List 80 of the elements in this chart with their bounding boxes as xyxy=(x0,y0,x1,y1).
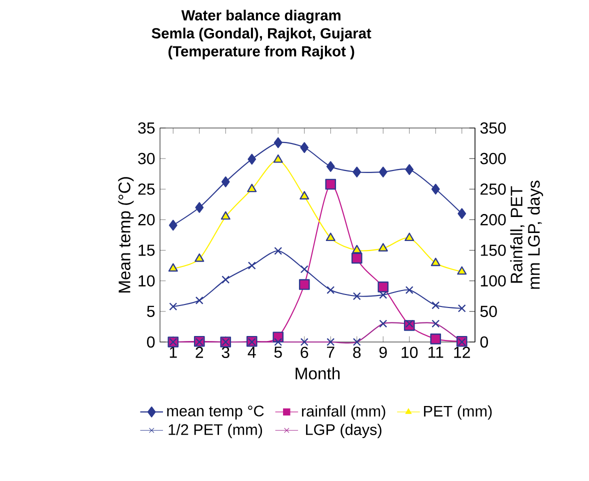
point xyxy=(326,286,335,294)
y2-axis-title: Rainfall, PET mm LGP, days xyxy=(510,180,544,289)
x-tick-label: 12 xyxy=(454,346,470,358)
point xyxy=(220,211,230,220)
point xyxy=(248,262,256,270)
point xyxy=(458,304,466,312)
chart-title: Water balance diagram xyxy=(181,10,340,24)
point xyxy=(430,334,442,344)
point xyxy=(298,279,310,290)
x-tick-label: 3 xyxy=(222,346,230,358)
y2-tick-label: 350 xyxy=(480,122,506,134)
point xyxy=(169,302,178,311)
point xyxy=(273,154,283,163)
x-tick-label: 1 xyxy=(170,346,177,358)
y-tick-label: 30 xyxy=(138,152,155,164)
x-tick-label: 5 xyxy=(274,346,282,358)
point xyxy=(247,184,257,192)
point xyxy=(352,244,362,254)
x-tick-label: 2 xyxy=(196,346,204,358)
point xyxy=(274,246,282,255)
point xyxy=(404,232,414,242)
point xyxy=(378,243,388,252)
point xyxy=(457,266,467,275)
point xyxy=(326,232,336,242)
point xyxy=(378,282,389,292)
point xyxy=(195,202,204,213)
point xyxy=(431,184,440,195)
x-tick-label: 4 xyxy=(248,346,256,358)
y2-tick-label: 0 xyxy=(480,336,488,348)
x-tick-label: 9 xyxy=(379,346,387,358)
x-tick-label: 8 xyxy=(353,346,361,358)
point xyxy=(222,276,230,284)
point xyxy=(379,290,388,299)
y2-tick-label: 50 xyxy=(480,306,497,318)
y2-tick-label: 250 xyxy=(480,183,506,195)
point xyxy=(405,286,414,294)
legend-label: rainfall (mm) xyxy=(302,405,386,420)
y-tick-label: 35 xyxy=(138,122,155,134)
point xyxy=(248,154,256,165)
legend-label: 1/2 PET (mm) xyxy=(168,424,262,438)
x-tick-label: 10 xyxy=(402,346,418,358)
point xyxy=(168,263,178,272)
point xyxy=(352,292,361,300)
point xyxy=(194,253,204,262)
y-tick-label: 20 xyxy=(138,214,155,226)
y2-tick-label: 200 xyxy=(480,214,506,226)
point xyxy=(430,258,440,266)
point xyxy=(274,137,282,148)
point xyxy=(352,166,362,178)
point xyxy=(300,191,310,200)
point xyxy=(300,142,309,153)
point xyxy=(300,265,308,274)
y-tick-label: 0 xyxy=(147,336,155,348)
legend-label: LGP (days) xyxy=(306,424,382,438)
y-tick-label: 25 xyxy=(138,183,155,195)
y2-tick-label: 300 xyxy=(480,152,506,164)
point xyxy=(326,161,335,172)
x-tick-label: 6 xyxy=(300,346,308,358)
y-tick-label: 10 xyxy=(138,275,155,286)
point xyxy=(378,166,388,178)
point xyxy=(325,178,336,190)
point xyxy=(432,301,440,310)
point xyxy=(221,176,230,188)
point xyxy=(351,252,362,264)
text: (Temperature from Rajkot ) xyxy=(168,46,354,60)
x-axis-title: Month xyxy=(296,367,340,380)
point xyxy=(405,164,414,175)
point xyxy=(195,296,204,304)
x-tick-label: 7 xyxy=(326,346,334,358)
point xyxy=(168,220,178,231)
y2-tick-label: 150 xyxy=(480,244,506,256)
point xyxy=(458,208,466,219)
legend-label: mean temp °C xyxy=(167,406,264,420)
x-tick-label: 11 xyxy=(428,346,444,358)
y-axis-title: Mean temp (°C) xyxy=(118,177,134,293)
y-tick-label: 5 xyxy=(147,306,155,317)
y-tick-label: 15 xyxy=(138,244,155,256)
legend-label: PET (mm) xyxy=(424,405,492,420)
y2-tick-label: 100 xyxy=(480,275,506,286)
chart-subtitle: Semla (Gondal), Rajkot, Gujarat xyxy=(152,28,372,42)
